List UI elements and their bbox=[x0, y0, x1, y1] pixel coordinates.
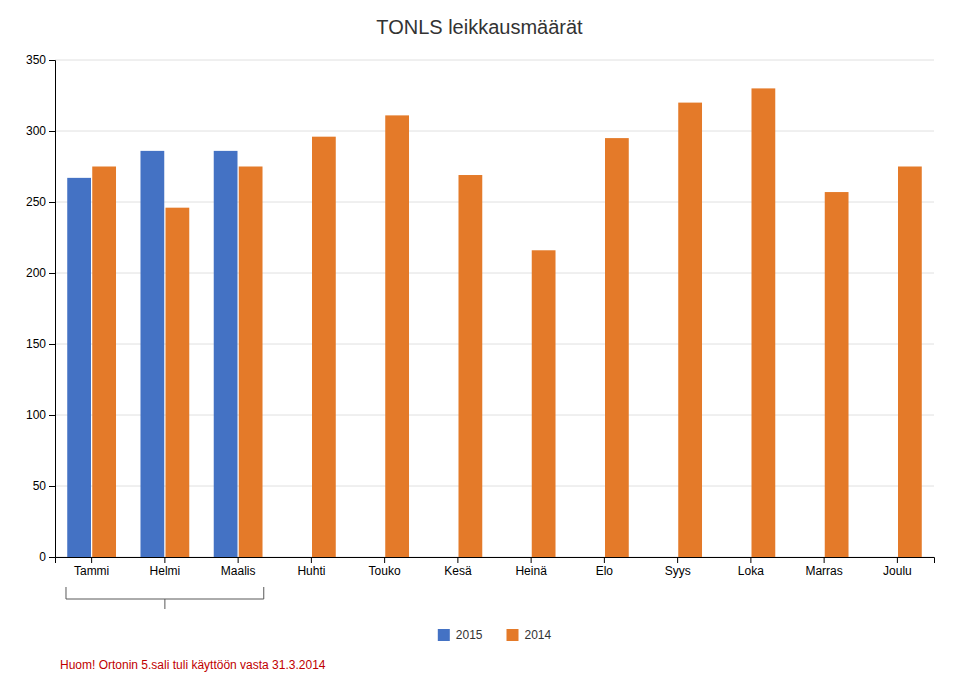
tick-mark bbox=[238, 557, 239, 563]
tick-mark bbox=[164, 557, 165, 563]
tick-mark bbox=[824, 557, 825, 563]
grid-line bbox=[55, 131, 934, 132]
tick-label: Huhti bbox=[297, 564, 325, 578]
bracket-line bbox=[263, 587, 264, 599]
tick-mark bbox=[49, 60, 55, 61]
tick: 200 bbox=[26, 266, 55, 280]
bar bbox=[678, 103, 702, 557]
legend-label: 2014 bbox=[525, 628, 552, 642]
tick-mark bbox=[311, 557, 312, 563]
tick: 300 bbox=[26, 124, 55, 138]
tick: Loka bbox=[738, 557, 764, 578]
tick: Touko bbox=[369, 557, 401, 578]
bar bbox=[459, 175, 483, 557]
bars bbox=[67, 88, 922, 557]
bar bbox=[67, 178, 91, 557]
tick-mark bbox=[384, 557, 385, 563]
tick-label: Maalis bbox=[221, 564, 256, 578]
bar bbox=[605, 138, 629, 557]
tick: Tammi bbox=[74, 557, 109, 578]
tick-label: 350 bbox=[26, 53, 46, 67]
legend-swatch bbox=[438, 629, 450, 641]
tick: Heinä bbox=[515, 557, 547, 578]
tick: Maalis bbox=[221, 557, 256, 578]
legend-label: 2015 bbox=[456, 628, 483, 642]
tick-mark bbox=[91, 557, 92, 563]
tick-label: Kesä bbox=[444, 564, 472, 578]
plot: 0 50 100 150 200 250 300 350 Tammi Helmi Maalis Huh… bbox=[26, 53, 935, 609]
legend: 2015 2014 bbox=[438, 628, 552, 642]
tick-mark bbox=[49, 273, 55, 274]
bracket bbox=[66, 587, 264, 609]
title: TONLS leikkausmäärät bbox=[376, 16, 583, 38]
tick-label: Touko bbox=[369, 564, 401, 578]
bar bbox=[92, 167, 116, 558]
axis-line bbox=[49, 61, 56, 558]
tick: Helmi bbox=[150, 557, 181, 578]
grid-line bbox=[55, 60, 934, 61]
tick: Elo bbox=[596, 557, 614, 578]
bar bbox=[532, 250, 556, 557]
grid bbox=[55, 60, 934, 557]
tick-label: Helmi bbox=[150, 564, 181, 578]
tick-mark bbox=[49, 202, 55, 203]
annotation: Huom! Ortonin 5.sali tuli käyttöön vasta… bbox=[60, 658, 326, 672]
tick: 0 bbox=[39, 550, 55, 564]
tick-mark bbox=[49, 344, 55, 345]
tick: Joulu bbox=[883, 557, 912, 578]
bar bbox=[312, 137, 336, 557]
x-axis: Tammi Helmi Maalis Huhti Touko Kesä Heinä Elo Sy… bbox=[56, 557, 935, 578]
tick-label: 150 bbox=[26, 337, 46, 351]
bar bbox=[214, 151, 238, 557]
tick-mark bbox=[750, 557, 751, 563]
tick-label: 100 bbox=[26, 408, 46, 422]
tick-label: Elo bbox=[596, 564, 614, 578]
tick-label: 50 bbox=[33, 479, 47, 493]
tick-label: 200 bbox=[26, 266, 46, 280]
tick-mark bbox=[49, 486, 55, 487]
tick-label: Joulu bbox=[883, 564, 912, 578]
tick-label: 250 bbox=[26, 195, 46, 209]
bracket-line bbox=[65, 587, 66, 599]
tick-label: Heinä bbox=[515, 564, 547, 578]
bar bbox=[385, 115, 409, 557]
tick-mark bbox=[897, 557, 898, 563]
tick-mark bbox=[531, 557, 532, 563]
tick: 150 bbox=[26, 337, 55, 351]
tick: 100 bbox=[26, 408, 55, 422]
legend-item: 2015 bbox=[438, 628, 483, 642]
grid-line bbox=[55, 202, 934, 203]
legend-item: 2014 bbox=[507, 628, 552, 642]
chart: TONLS leikkausmäärät 0 50 100 150 200 250 300 35… bbox=[0, 0, 959, 687]
tick: Syys bbox=[665, 557, 691, 578]
tick-mark bbox=[49, 415, 55, 416]
tick: 350 bbox=[26, 53, 55, 67]
tick-label: Tammi bbox=[74, 564, 109, 578]
bar bbox=[239, 167, 263, 558]
bar bbox=[898, 167, 922, 558]
bracket-line bbox=[164, 599, 165, 609]
bar bbox=[752, 88, 776, 557]
tick-label: 0 bbox=[39, 550, 46, 564]
tick-label: 300 bbox=[26, 124, 46, 138]
tick-mark bbox=[457, 557, 458, 563]
y-axis: 0 50 100 150 200 250 300 350 bbox=[26, 53, 56, 564]
tick-mark bbox=[677, 557, 678, 563]
tick: 50 bbox=[33, 479, 55, 493]
legend-swatch bbox=[507, 629, 519, 641]
bar bbox=[166, 208, 190, 557]
tick-mark bbox=[604, 557, 605, 563]
axis-line bbox=[56, 558, 935, 564]
tick: 250 bbox=[26, 195, 55, 209]
tick-label: Marras bbox=[805, 564, 842, 578]
bar bbox=[140, 151, 164, 557]
tick: Huhti bbox=[297, 557, 325, 578]
tick-label: Loka bbox=[738, 564, 764, 578]
tick-mark bbox=[49, 557, 55, 558]
tick-mark bbox=[49, 131, 55, 132]
tick-label: Syys bbox=[665, 564, 691, 578]
tick: Kesä bbox=[444, 557, 472, 578]
tick: Marras bbox=[805, 557, 842, 578]
bar bbox=[825, 192, 849, 557]
